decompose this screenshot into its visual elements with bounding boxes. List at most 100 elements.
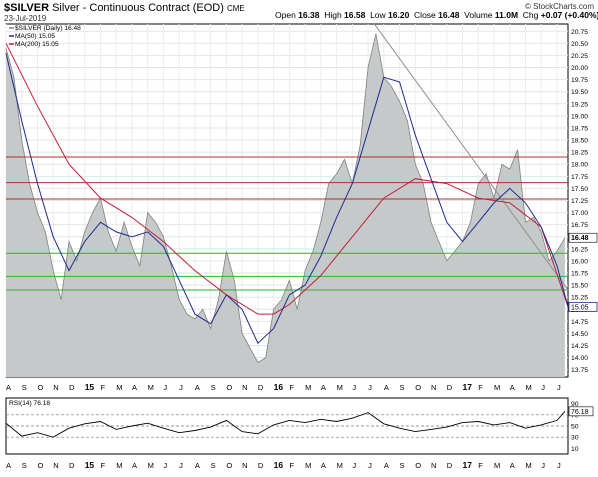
x-tick-label: S — [22, 383, 27, 392]
x-tick-label: J — [352, 383, 356, 392]
x-tick-label: M — [305, 383, 311, 392]
price-tick-label: 20.25 — [571, 53, 588, 60]
price-tick-label: 18.50 — [571, 138, 588, 145]
rsi-x-tick-label: N — [53, 461, 58, 470]
x-tick-label: O — [415, 383, 421, 392]
rsi-x-tick-label: N — [431, 461, 436, 470]
x-tick-label: A — [6, 383, 11, 392]
rsi-x-tick-label: S — [211, 461, 216, 470]
rsi-x-tick-label: F — [100, 461, 105, 470]
x-tick-label: A — [384, 383, 389, 392]
rsi-tick-label: 10 — [571, 446, 579, 453]
rsi-x-tick-label: A — [6, 461, 11, 470]
price-tick-label: 19.50 — [571, 89, 588, 96]
rsi-x-tick-label: M — [148, 461, 154, 470]
rsi-x-tick-label: O — [226, 461, 232, 470]
chart-date: 23-Jul-2019 — [4, 14, 47, 23]
open-value: 16.38 — [298, 10, 320, 20]
price-tick-label: 19.00 — [571, 113, 588, 120]
price-tick-label: 18.75 — [571, 125, 588, 132]
rsi-x-tick-label: M — [337, 461, 343, 470]
rsi-x-tick-label: J — [541, 461, 545, 470]
price-tick-label: 13.75 — [571, 367, 588, 374]
x-tick-label: 16 — [274, 382, 284, 392]
rsi-x-tick-label: S — [22, 461, 27, 470]
price-panel: 13.7514.0014.2514.5014.7515.0015.2515.50… — [5, 23, 598, 392]
price-tick-label: 14.75 — [571, 319, 588, 326]
x-tick-label: F — [100, 383, 105, 392]
x-tick-label: O — [37, 383, 43, 392]
x-tick-label: S — [211, 383, 216, 392]
x-tick-label: O — [226, 383, 232, 392]
rsi-x-tick-label: J — [163, 461, 167, 470]
rsi-tick-label: 30 — [571, 435, 579, 442]
x-tick-label: M — [525, 383, 531, 392]
ma-value-label: 15.05 — [571, 304, 589, 311]
ma-value-box — [568, 301, 598, 312]
rsi-x-tick-label: J — [368, 461, 372, 470]
last-price-label: 16.48 — [571, 235, 589, 242]
low-value: 16.20 — [388, 10, 410, 20]
price-tick-label: 17.50 — [571, 186, 588, 193]
price-tick-label: 15.75 — [571, 271, 588, 278]
chg-label: Chg — [522, 10, 539, 20]
rsi-x-tick-label: A — [384, 461, 389, 470]
chg-value: +0.07 (+0.40%) — [540, 10, 598, 20]
rsi-x-tick-label: O — [415, 461, 421, 470]
x-tick-label: A — [132, 383, 137, 392]
legend-price: $SILVER (Daily) 16.48 — [15, 25, 81, 32]
last-price-box — [568, 232, 598, 243]
rsi-x-tick-label: M — [525, 461, 531, 470]
price-tick-label: 15.25 — [571, 295, 588, 302]
high-value: 16.58 — [344, 10, 366, 20]
x-tick-label: A — [510, 383, 515, 392]
rsi-x-tick-label: N — [242, 461, 247, 470]
price-tick-label: 20.00 — [571, 65, 588, 72]
symbol-description: Silver - Continuous Contract (EOD) — [52, 2, 224, 14]
trendline — [373, 23, 569, 291]
volume-label: Volume — [464, 10, 493, 20]
price-tick-label: 17.25 — [571, 198, 588, 205]
rsi-x-tick-label: F — [289, 461, 294, 470]
x-tick-label: S — [400, 383, 405, 392]
rsi-x-tick-label: O — [37, 461, 43, 470]
legend-ma200: MA(200) 15.05 — [15, 41, 59, 48]
rsi-x-tick-label: J — [352, 461, 356, 470]
rsi-x-tick-label: 16 — [274, 460, 284, 470]
ma50-line — [5, 52, 569, 345]
price-tick-label: 14.50 — [571, 331, 588, 338]
x-tick-label: N — [431, 383, 436, 392]
price-tick-label: 14.00 — [571, 355, 588, 362]
high-label: High — [324, 10, 342, 20]
volume-value: 11.0M — [494, 10, 519, 20]
rsi-x-tick-label: A — [510, 461, 515, 470]
rsi-x-tick-label: A — [132, 461, 137, 470]
rsi-x-tick-label: J — [557, 461, 561, 470]
x-tick-label: F — [289, 383, 294, 392]
rsi-x-tick-label: F — [478, 461, 483, 470]
rsi-legend: RSI(14) 76.18 — [9, 400, 50, 407]
x-tick-label: 17 — [463, 382, 473, 392]
chart-title: $SILVER Silver - Continuous Contract (EO… — [4, 2, 245, 14]
rsi-x-tick-label: D — [447, 461, 453, 470]
exchange-label: CME — [226, 4, 245, 13]
rsi-tick-label: 50 — [571, 424, 579, 431]
price-tick-label: 17.75 — [571, 174, 588, 181]
x-tick-label: J — [557, 383, 561, 392]
low-label: Low — [370, 10, 386, 20]
rsi-tick-label: 90 — [571, 401, 579, 408]
close-value: 16.48 — [438, 10, 460, 20]
rsi-x-tick-label: 15 — [85, 460, 95, 470]
ma200-line — [5, 43, 569, 315]
rsi-line — [5, 411, 566, 438]
price-area — [6, 33, 565, 377]
x-tick-label: M — [494, 383, 500, 392]
rsi-x-tick-label: D — [258, 461, 264, 470]
rsi-x-tick-label: S — [400, 461, 405, 470]
rsi-x-tick-label: 17 — [463, 460, 473, 470]
price-tick-label: 18.00 — [571, 162, 588, 169]
x-tick-label: N — [242, 383, 247, 392]
x-tick-label: D — [69, 383, 75, 392]
price-tick-label: 20.75 — [571, 29, 588, 36]
